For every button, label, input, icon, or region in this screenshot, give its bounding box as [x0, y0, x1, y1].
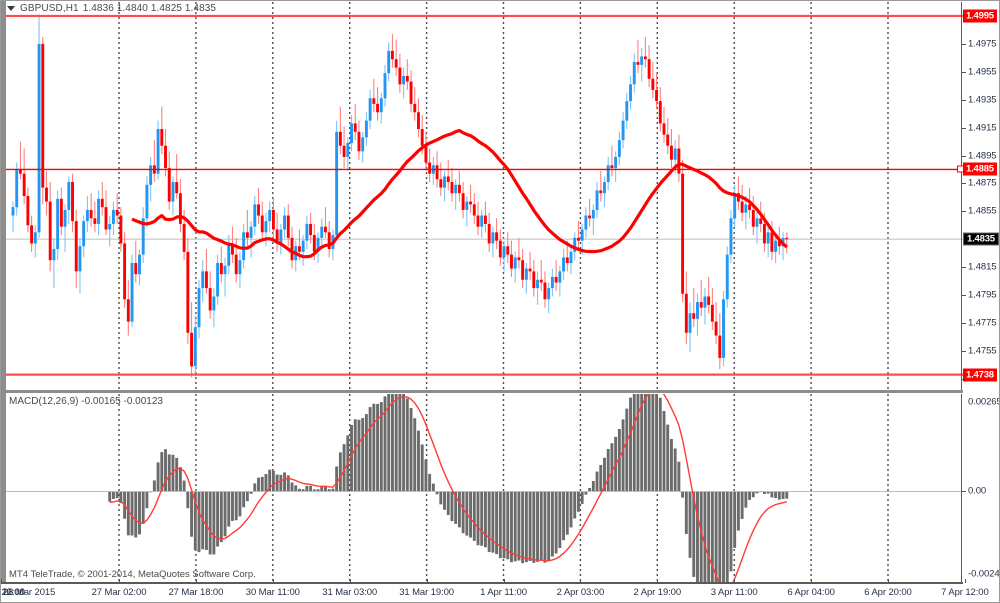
time-axis-label: 3 Apr 11:00 — [710, 587, 758, 598]
time-axis-label: 26 Mar 2015 — [3, 587, 56, 598]
price-axis-rule — [961, 2, 962, 390]
price-axis[interactable]: 1.4975 1.4955 1.4935 1.4915 1.4895 1.4875 1.48… — [957, 2, 999, 390]
price-chart-pane[interactable] — [6, 2, 963, 390]
price-tick-label: 1.4815 — [968, 261, 997, 273]
macd-canvas — [6, 394, 963, 582]
price-tick-label: 1.4975 — [968, 38, 997, 50]
price-tick-label: 1.4875 — [968, 177, 997, 189]
price-tick — [962, 99, 966, 101]
time-tick — [195, 579, 197, 583]
price-tick-label: 1.4915 — [968, 122, 997, 134]
time-axis-label: 8 Apr 20:00 — [1, 587, 25, 598]
ohlc-values: 1.4836 1.4840 1.4825 1.4835 — [82, 3, 217, 14]
time-tick — [349, 579, 351, 583]
time-axis-label: 27 Mar 18:00 — [168, 587, 224, 598]
time-axis-label: 6 Apr 04:00 — [787, 587, 835, 598]
left-rail — [1, 1, 6, 582]
time-tick — [1, 579, 2, 583]
time-tick — [811, 579, 813, 583]
level-price-tag[interactable]: 1.4738 — [963, 368, 997, 382]
macd-indicator-label: MACD(12,26,9) -0.00165 -0.00123 — [9, 396, 163, 407]
time-tick — [272, 579, 274, 583]
time-tick — [964, 579, 966, 583]
time-tick — [119, 579, 120, 583]
time-tick — [657, 579, 659, 583]
time-axis-label: 27 Mar 02:00 — [91, 587, 147, 598]
symbol-bar[interactable]: GBPUSD,H1 1.4836 1.4840 1.4825 1.4835 — [7, 2, 216, 15]
time-axis-label: 2 Apr 03:00 — [556, 587, 605, 598]
price-tick — [962, 127, 966, 129]
price-tick-label: 1.4855 — [968, 205, 997, 217]
time-tick — [503, 579, 505, 583]
price-tick — [962, 350, 966, 352]
candlestick-canvas — [6, 2, 963, 390]
macd-tick-label: -0.00246 — [968, 568, 1000, 580]
macd-indicator-pane[interactable] — [6, 394, 963, 582]
macd-tick — [962, 491, 966, 493]
copyright-text: MT4 TeleTrade, © 2001-2014, MetaQuotes S… — [9, 569, 256, 580]
current-price-tag[interactable]: 1.4835 — [963, 232, 999, 246]
time-axis-label: 6 Apr 20:00 — [864, 587, 912, 598]
time-tick — [888, 579, 889, 583]
price-tick — [962, 43, 966, 45]
price-tick-label: 1.4755 — [968, 345, 997, 357]
time-tick — [580, 579, 582, 583]
price-tick — [962, 211, 966, 213]
pane-divider — [1, 390, 963, 393]
macd-value-axis[interactable]: 0.00265 0.00 -0.00246 — [961, 394, 999, 582]
symbol-label: GBPUSD,H1 — [20, 3, 79, 14]
time-axis-label: 31 Mar 19:00 — [399, 587, 454, 598]
time-tick — [426, 579, 428, 583]
price-tick-label: 1.4775 — [968, 317, 997, 329]
price-tick-label: 1.4895 — [968, 150, 997, 162]
time-axis-label: 31 Mar 03:00 — [322, 587, 378, 598]
time-axis-label: 9 Apr 12:00 — [1, 587, 25, 598]
price-tick-label: 1.4795 — [968, 289, 997, 301]
level-handle[interactable] — [957, 165, 964, 173]
price-tick — [962, 155, 966, 157]
macd-tick-label: 0.00 — [968, 485, 987, 497]
time-axis-rule — [1, 582, 963, 584]
price-tick — [962, 323, 966, 324]
price-tick-label: 1.4935 — [968, 94, 997, 106]
price-tick — [962, 71, 966, 73]
triangle-down-icon[interactable] — [7, 6, 15, 11]
price-tick-label: 1.4955 — [968, 66, 997, 78]
price-tick — [962, 183, 966, 185]
time-axis-label: 30 Mar 11:00 — [245, 587, 300, 598]
macd-tick-label: 0.00265 — [968, 396, 1000, 408]
price-tick — [962, 295, 966, 297]
macd-axis-rule — [961, 394, 962, 582]
time-axis-label: 1 Apr 11:00 — [480, 587, 527, 598]
level-price-tag[interactable]: 1.4995 — [963, 9, 997, 23]
level-price-tag[interactable]: 1.4885 — [963, 162, 997, 176]
price-tick — [962, 267, 966, 269]
time-tick — [734, 579, 736, 583]
time-axis-label: 7 Apr 12:00 — [941, 587, 989, 598]
time-axis-label: 2 Apr 19:00 — [633, 587, 682, 598]
